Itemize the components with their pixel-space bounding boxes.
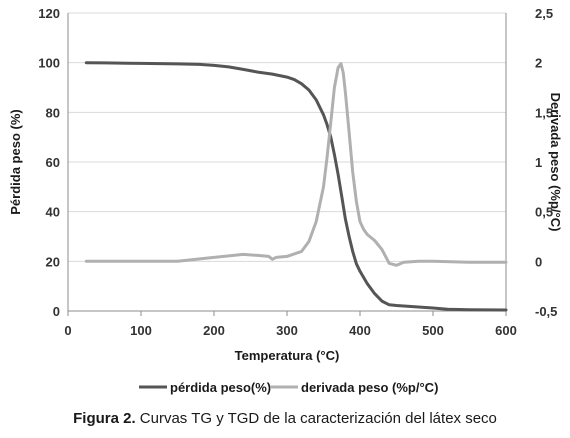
caption-text: Curvas TG y TGD de la caracterización de… [135,410,497,427]
series-lines [84,61,508,312]
x-tick-label: 600 [495,323,517,338]
x-tick-label: 100 [130,323,152,338]
left-y-tick-label: 0 [53,304,60,319]
right-y-tick-label: 2 [535,56,542,71]
x-tick-label: 500 [422,323,444,338]
x-tick-label: 400 [349,323,371,338]
gridlines [68,12,506,312]
legend-label-derivada: derivada peso (%p/°C) [301,380,438,395]
right-y-tick-label: 1 [535,155,542,170]
x-tick-label: 300 [276,323,298,338]
right-y-tick-label: 2,5 [535,6,553,21]
left-y-tick-label: 40 [46,205,60,220]
series-line-derivada-peso [84,62,508,267]
x-tick-label: 0 [64,323,71,338]
left-y-tick-label: 20 [46,254,60,269]
x-tick-label: 200 [203,323,225,338]
right-y-tick-label: 0,5 [535,205,553,220]
right-y-tick-label: 1,5 [535,105,553,120]
legend: pérdida peso(%) derivada peso (%p/°C) [139,380,438,395]
left-y-tick-label: 120 [38,6,60,21]
left-y-tick-label: 100 [38,56,60,71]
right-y-tick-label: -0,5 [535,304,557,319]
series-line-perdida-peso [84,61,508,312]
figure-caption: Figura 2. Curvas TG y TGD de la caracter… [0,410,570,427]
axes [67,13,507,316]
legend-label-perdida: pérdida peso(%) [170,380,271,395]
left-y-axis-title: Pérdida peso (%) [8,109,23,214]
x-axis-title: Temperatura (°C) [235,348,340,363]
right-y-tick-label: 0 [535,254,542,269]
caption-label: Figura 2. [73,410,136,427]
left-y-tick-label: 60 [46,155,60,170]
right-y-axis-title: Derivada peso (%p/°C) [548,93,563,232]
left-y-tick-label: 80 [46,105,60,120]
